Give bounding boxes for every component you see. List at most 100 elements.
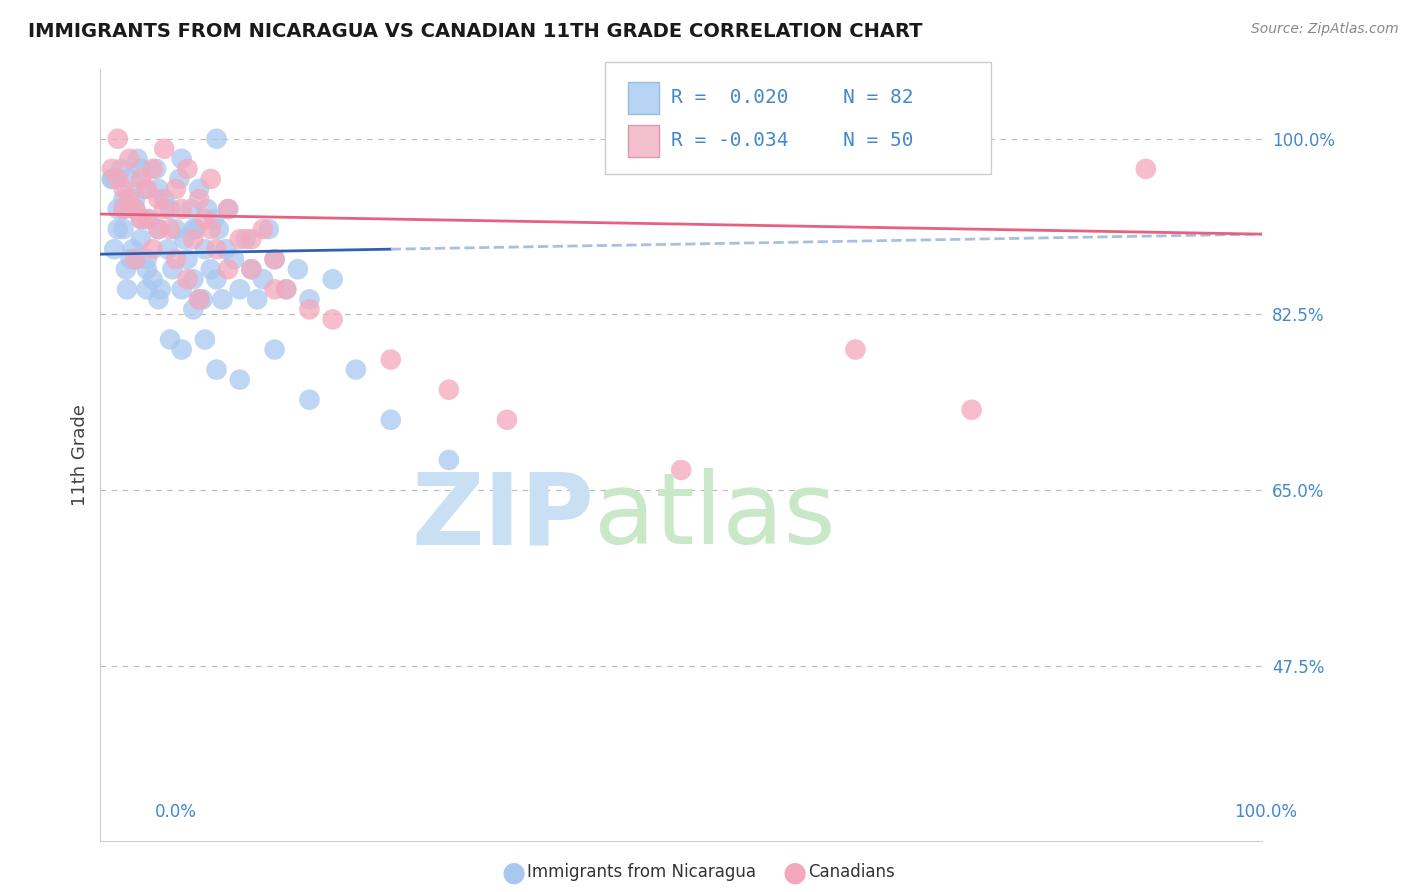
Point: [170, 343, 193, 357]
Point: [380, 413, 402, 427]
Point: [101, 172, 124, 186]
Text: Canadians: Canadians: [808, 863, 896, 881]
Point: [181, 272, 204, 286]
Point: [165, 222, 187, 236]
Point: [184, 222, 207, 236]
Point: [276, 282, 298, 296]
Point: [235, 232, 257, 246]
Text: 100.0%: 100.0%: [1234, 803, 1296, 821]
Point: [107, 172, 129, 186]
Point: [124, 202, 146, 216]
Point: [240, 232, 263, 246]
Text: R =  0.020: R = 0.020: [671, 88, 789, 107]
Point: [153, 202, 176, 216]
Point: [188, 293, 211, 307]
Point: [194, 212, 217, 227]
Point: [142, 272, 165, 286]
Point: [145, 161, 167, 176]
Point: [122, 242, 145, 256]
Point: [287, 262, 309, 277]
Text: ●: ●: [782, 858, 807, 887]
Point: [215, 242, 238, 256]
Point: [263, 343, 285, 357]
Text: Immigrants from Nicaragua: Immigrants from Nicaragua: [527, 863, 756, 881]
Point: [298, 293, 321, 307]
Point: [298, 392, 321, 407]
Point: [135, 182, 157, 196]
Point: [188, 182, 211, 196]
Point: [246, 293, 269, 307]
Point: [229, 282, 252, 296]
Point: [142, 242, 165, 256]
Y-axis label: 11th Grade: 11th Grade: [72, 404, 89, 506]
Point: [195, 202, 218, 216]
Point: [162, 262, 184, 277]
Point: [669, 463, 692, 477]
Point: [138, 212, 160, 227]
Point: [118, 172, 141, 186]
Point: [252, 272, 274, 286]
Point: [120, 252, 142, 267]
Point: [159, 333, 181, 347]
Point: [205, 132, 228, 146]
Point: [960, 402, 983, 417]
Text: Source: ZipAtlas.com: Source: ZipAtlas.com: [1251, 22, 1399, 37]
Point: [153, 142, 176, 156]
Point: [211, 293, 233, 307]
Point: [129, 212, 152, 227]
Point: [115, 262, 138, 277]
Point: [176, 161, 198, 176]
Point: [112, 222, 135, 236]
Point: [148, 192, 170, 206]
Point: [169, 172, 191, 186]
Point: [181, 302, 204, 317]
Point: [437, 383, 460, 397]
Point: [135, 282, 157, 296]
Point: [263, 282, 285, 296]
Point: [240, 262, 263, 277]
Point: [134, 182, 156, 196]
Point: [118, 192, 141, 206]
Point: [129, 161, 152, 176]
Point: [118, 152, 141, 166]
Point: [180, 202, 202, 216]
Point: [103, 242, 125, 256]
Text: 0.0%: 0.0%: [155, 803, 197, 821]
Point: [496, 413, 519, 427]
Point: [135, 252, 157, 267]
Point: [142, 161, 165, 176]
Point: [200, 172, 222, 186]
Point: [322, 312, 344, 326]
Point: [194, 242, 217, 256]
Point: [112, 202, 135, 216]
Text: N = 50: N = 50: [842, 131, 912, 150]
Point: [124, 192, 146, 206]
Point: [129, 172, 152, 186]
Point: [101, 172, 124, 186]
Point: [170, 152, 193, 166]
Point: [124, 252, 146, 267]
Point: [112, 192, 135, 206]
Point: [205, 362, 228, 376]
Point: [101, 161, 124, 176]
Point: [107, 202, 129, 216]
Point: [153, 192, 176, 206]
Text: IMMIGRANTS FROM NICARAGUA VS CANADIAN 11TH GRADE CORRELATION CHART: IMMIGRANTS FROM NICARAGUA VS CANADIAN 11…: [28, 22, 922, 41]
Point: [165, 182, 187, 196]
Point: [135, 262, 157, 277]
Point: [165, 252, 187, 267]
Point: [115, 282, 138, 296]
Point: [159, 222, 181, 236]
Point: [240, 262, 263, 277]
Point: [149, 282, 172, 296]
Point: [380, 352, 402, 367]
Point: [257, 222, 280, 236]
Point: [229, 232, 252, 246]
Point: [148, 182, 170, 196]
Point: [217, 202, 239, 216]
Text: atlas: atlas: [595, 468, 835, 566]
Point: [181, 222, 204, 236]
Point: [194, 333, 217, 347]
Point: [148, 222, 170, 236]
Point: [437, 453, 460, 467]
